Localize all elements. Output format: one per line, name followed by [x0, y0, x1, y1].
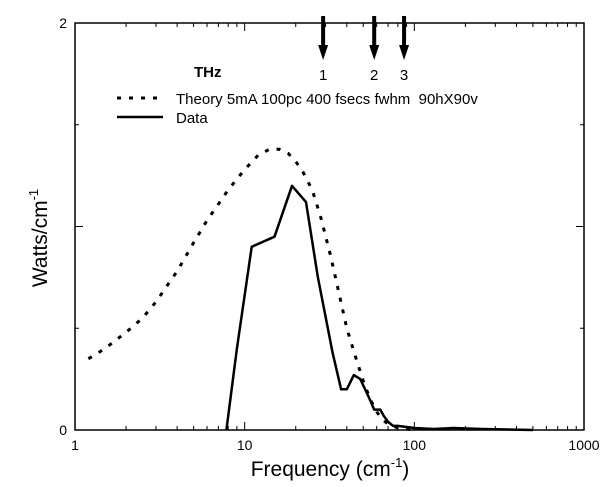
marker-arrow-head: [399, 45, 410, 60]
y-tick-label: 2: [59, 15, 67, 31]
marker-arrow-head: [318, 45, 329, 60]
chart-title: THz: [194, 64, 222, 81]
y-axis-label: Watts/cm-1: [26, 189, 52, 287]
legend-label-data: Data: [176, 110, 208, 127]
frequency-markers: 1 2 3: [318, 16, 410, 84]
x-axis-label: Frequency (cm-1): [251, 455, 410, 481]
series-layer: [87, 147, 533, 432]
plot-frame: [74, 22, 585, 431]
marker-label: 3: [400, 67, 408, 84]
tick-labels: 1 10 100 1000 0 2: [59, 15, 600, 453]
legend-label-theory: Theory 5mA 100pc 400 fsecs fwhm 90hX90v: [176, 91, 478, 108]
legend: Theory 5mA 100pc 400 fsecs fwhm 90hX90v …: [117, 91, 478, 127]
x-tick-label: 1: [71, 437, 79, 453]
y-tick-label: 0: [59, 422, 67, 438]
axis-ticks: [74, 22, 584, 431]
series-line-theory: [87, 147, 415, 432]
x-tick-label: 10: [237, 437, 253, 453]
marker-label: 1: [319, 67, 327, 84]
marker-arrow-head: [369, 45, 380, 60]
x-tick-label: 100: [403, 437, 427, 453]
series-line-data: [225, 184, 533, 432]
marker-label: 2: [370, 67, 378, 84]
x-tick-label: 1000: [568, 437, 599, 453]
